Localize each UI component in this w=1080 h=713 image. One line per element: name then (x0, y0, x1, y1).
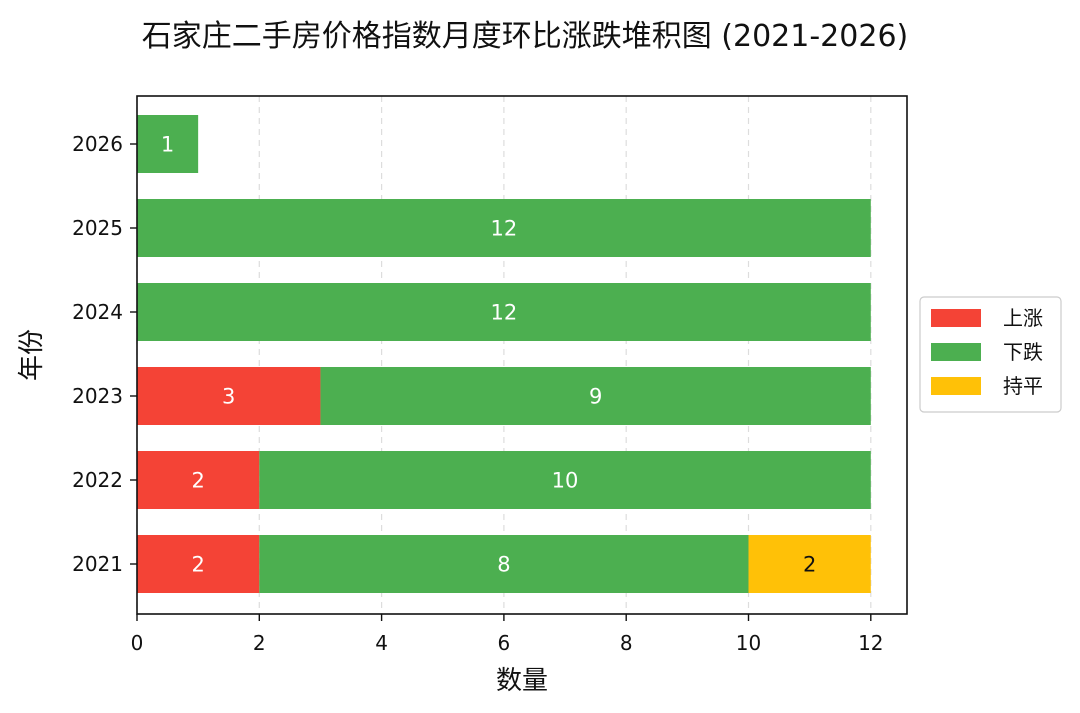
legend-label-持平: 持平 (1003, 374, 1043, 398)
plot-frame (136, 95, 908, 615)
x-tick-label-6: 6 (498, 631, 511, 655)
bar-2021-下跌 (259, 535, 749, 593)
bar-2023-下跌 (320, 367, 871, 425)
x-tick-label-2: 2 (253, 631, 266, 655)
bar-label-2024-下跌: 12 (491, 301, 518, 325)
bar-labels: 2 8 2 2 10 3 9 12 12 1 (161, 133, 816, 577)
y-tick-label-2022: 2022 (72, 468, 123, 492)
y-tick-label-2021: 2021 (72, 552, 123, 576)
legend-swatch-上涨 (931, 309, 981, 327)
bar-label-2022-上涨: 2 (191, 469, 204, 493)
chart-title: 石家庄二手房价格指数月度环比涨跌堆积图 (2021-2026) (142, 19, 908, 54)
bars (137, 115, 871, 593)
x-tick-label-0: 0 (131, 631, 144, 655)
bar-2025-下跌 (137, 199, 871, 257)
bar-label-2021-下跌: 8 (497, 553, 510, 577)
x-axis-ticks: 0 2 4 6 8 10 12 (131, 614, 884, 655)
legend-swatch-下跌 (931, 343, 981, 361)
x-tick-label-10: 10 (736, 631, 761, 655)
bar-label-2023-下跌: 9 (589, 385, 602, 409)
y-tick-label-2025: 2025 (72, 216, 123, 240)
bar-2023-上涨 (137, 367, 321, 425)
x-axis-label: 数量 (496, 666, 548, 696)
bar-label-2021-持平: 2 (803, 553, 816, 577)
legend-label-下跌: 下跌 (1003, 340, 1043, 364)
x-tick-label-12: 12 (858, 631, 883, 655)
bar-label-2021-上涨: 2 (191, 553, 204, 577)
bar-label-2026-下跌: 1 (161, 133, 174, 157)
bar-2021-持平 (748, 535, 871, 593)
legend-swatch-持平 (931, 377, 981, 395)
bar-2022-上涨 (137, 451, 260, 509)
y-tick-label-2024: 2024 (72, 300, 123, 324)
bar-label-2025-下跌: 12 (491, 217, 518, 241)
bar-label-2023-上涨: 3 (222, 385, 235, 409)
y-tick-label-2023: 2023 (72, 384, 123, 408)
bar-2026-下跌 (137, 115, 199, 173)
y-tick-label-2026: 2026 (72, 132, 123, 156)
y-axis-ticks: 2021 2022 2023 2024 2025 2026 (72, 132, 137, 576)
y-axis-label: 年份 (17, 329, 47, 381)
bar-label-2022-下跌: 10 (552, 469, 579, 493)
bar-2024-下跌 (137, 283, 871, 341)
bar-2021-上涨 (137, 535, 260, 593)
x-tick-label-4: 4 (375, 631, 388, 655)
legend-label-上涨: 上涨 (1003, 306, 1043, 330)
x-tick-label-8: 8 (620, 631, 633, 655)
bar-2022-下跌 (259, 451, 871, 509)
grid-lines (136, 96, 872, 614)
